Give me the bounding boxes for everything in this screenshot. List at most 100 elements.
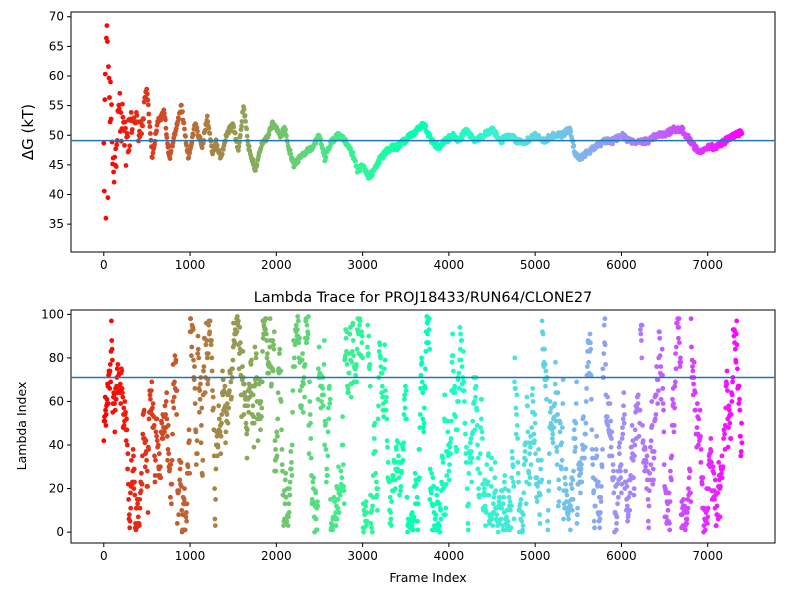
lambda-point	[636, 433, 642, 439]
lambda-point	[614, 481, 620, 487]
lambda-point	[412, 470, 418, 476]
lambda-point	[146, 447, 152, 452]
lambda-point	[197, 409, 202, 415]
lambda-point	[306, 451, 312, 457]
lambda-point	[340, 442, 346, 448]
dg-point	[231, 124, 237, 130]
lambda-point	[186, 427, 192, 433]
lambda-point	[572, 436, 578, 441]
lambda-point	[461, 349, 466, 354]
lambda-point	[690, 368, 696, 374]
lambda-point	[122, 399, 128, 404]
lambda-point	[557, 429, 563, 435]
dg-point	[106, 64, 111, 69]
lambda-point	[194, 438, 200, 444]
lambda-point	[734, 342, 740, 348]
lambda-point	[477, 492, 482, 498]
lambda-point	[730, 379, 735, 385]
lambda-point	[674, 320, 680, 326]
lambda-point	[206, 322, 212, 328]
lambda-point	[305, 331, 311, 337]
lambda-point	[608, 444, 614, 450]
dg-point	[197, 135, 203, 140]
lambda-point	[193, 429, 199, 435]
lambda-point	[520, 523, 526, 528]
lambda-point	[253, 381, 258, 387]
lambda-point	[427, 497, 433, 502]
dg-point	[348, 146, 354, 151]
dg-point	[123, 163, 129, 168]
lambda-point	[598, 510, 603, 515]
lambda-point	[448, 436, 454, 441]
lambda-point	[629, 444, 634, 450]
lambda-point	[418, 386, 423, 391]
lambda-point	[639, 338, 644, 343]
lambda-point	[682, 527, 688, 533]
lambda-point	[498, 516, 504, 522]
lambda-point	[512, 355, 518, 361]
lambda-point	[438, 507, 443, 513]
lambda-point	[244, 455, 250, 461]
lambda-point	[417, 412, 423, 417]
lambda-point	[490, 523, 496, 528]
lambda-point	[371, 436, 377, 441]
lambda-point	[552, 381, 558, 387]
lambda-point	[366, 333, 372, 339]
lambda-point	[338, 468, 344, 474]
lambda-point	[375, 507, 380, 513]
lambda-point	[387, 494, 393, 500]
lambda-point	[621, 420, 627, 426]
lambda-point	[511, 484, 517, 489]
lambda-point	[512, 379, 517, 385]
lambda-point	[486, 492, 492, 498]
lambda-point	[440, 460, 446, 465]
lambda-point	[559, 466, 564, 472]
lambda-point	[511, 479, 516, 485]
lambda-point	[313, 516, 319, 522]
lambda-point	[325, 453, 331, 459]
lambda-point	[615, 494, 621, 500]
lambda-point	[554, 449, 560, 454]
lambda-point	[336, 510, 342, 515]
lambda-point	[251, 414, 256, 420]
lambda-point	[315, 503, 321, 509]
lambda-point	[591, 488, 597, 494]
lambda-point	[667, 499, 673, 504]
lambda-point	[232, 340, 238, 346]
lambda-point	[182, 486, 187, 491]
lambda-point	[583, 420, 589, 426]
lambda-point	[287, 492, 293, 498]
lambda-point	[738, 433, 743, 439]
lambda-x-tick-label: 4000	[434, 549, 465, 563]
dg-point	[186, 155, 192, 161]
lambda-point	[505, 518, 511, 524]
lambda-point	[183, 514, 189, 520]
lambda-point	[603, 362, 608, 367]
lambda-point	[610, 462, 616, 467]
lambda-point	[623, 468, 628, 474]
dg-point	[266, 132, 272, 137]
lambda-point	[495, 529, 501, 535]
lambda-x-axis-label: Frame Index	[389, 570, 466, 585]
lambda-point	[447, 444, 453, 450]
lambda-point	[635, 401, 641, 406]
lambda-point	[170, 431, 175, 437]
dg-point	[287, 147, 293, 153]
lambda-point	[566, 516, 571, 522]
dg-y-tick-label: 40	[49, 188, 64, 202]
dg-point	[111, 169, 116, 175]
dg-point	[125, 134, 130, 139]
lambda-point	[564, 492, 570, 498]
lambda-point	[264, 338, 270, 343]
lambda-point	[126, 512, 132, 518]
lambda-point	[397, 492, 402, 498]
lambda-point	[176, 488, 182, 494]
lambda-point	[166, 451, 172, 457]
lambda-point	[476, 486, 481, 491]
lambda-point	[651, 449, 657, 454]
dg-point	[103, 215, 109, 221]
lambda-point	[327, 401, 333, 406]
lambda-point	[382, 357, 388, 363]
lambda-point	[510, 455, 515, 461]
lambda-point	[311, 475, 316, 481]
